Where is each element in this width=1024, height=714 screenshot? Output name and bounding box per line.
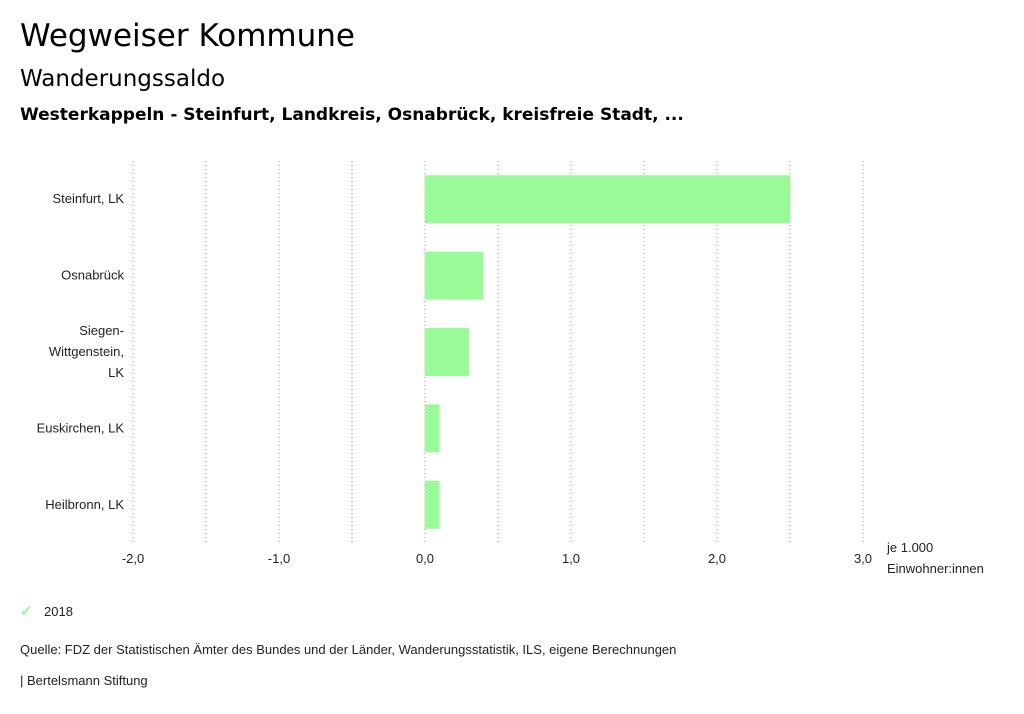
category-label: Siegen- — [79, 323, 124, 338]
page-title: Wegweiser Kommune — [20, 18, 355, 54]
bar — [425, 480, 440, 529]
category-label: Steinfurt, LK — [52, 191, 124, 206]
bar — [425, 175, 790, 224]
x-tick-label: -1,0 — [268, 551, 290, 566]
chart-bars — [425, 175, 790, 529]
bar — [425, 251, 484, 300]
check-icon: ✓ — [20, 603, 33, 620]
legend-label: 2018 — [44, 603, 73, 619]
category-label: Heilbronn, LK — [45, 497, 124, 512]
unit-label: Einwohner:innen — [887, 561, 984, 576]
x-tick-label: -2,0 — [122, 551, 144, 566]
bar-chart: Steinfurt, LK Osnabrück Siegen- Wittgenstei… — [37, 161, 984, 576]
source-note: Quelle: FDZ der Statistischen Ämter des … — [20, 642, 677, 657]
x-tick-label: 0,0 — [416, 551, 434, 566]
chart-category-labels: Steinfurt, LK Osnabrück Siegen- Wittgenstei… — [37, 191, 125, 512]
category-label: LK — [108, 365, 124, 380]
chart-subtitle: Wanderungssaldo — [20, 66, 226, 92]
bar — [425, 404, 440, 453]
x-tick-label: 3,0 — [854, 551, 872, 566]
bar — [425, 328, 469, 376]
category-label: Euskirchen, LK — [37, 420, 125, 435]
chart-unit-label: je 1.000 Einwohner:innen — [886, 540, 984, 576]
region-selector-label[interactable]: Westerkappeln - Steinfurt, Landkreis, Os… — [20, 105, 684, 125]
chart-legend[interactable]: ✓ 2018 — [20, 602, 73, 620]
unit-label: je 1.000 — [886, 540, 933, 555]
x-tick-label: 1,0 — [562, 551, 580, 566]
chart-x-tick-labels: -2,0 -1,0 0,0 1,0 2,0 3,0 — [122, 551, 872, 566]
publisher-note: | Bertelsmann Stiftung — [20, 673, 148, 688]
category-label: Wittgenstein, — [49, 344, 124, 359]
category-label: Osnabrück — [61, 268, 124, 283]
x-tick-label: 2,0 — [708, 551, 726, 566]
